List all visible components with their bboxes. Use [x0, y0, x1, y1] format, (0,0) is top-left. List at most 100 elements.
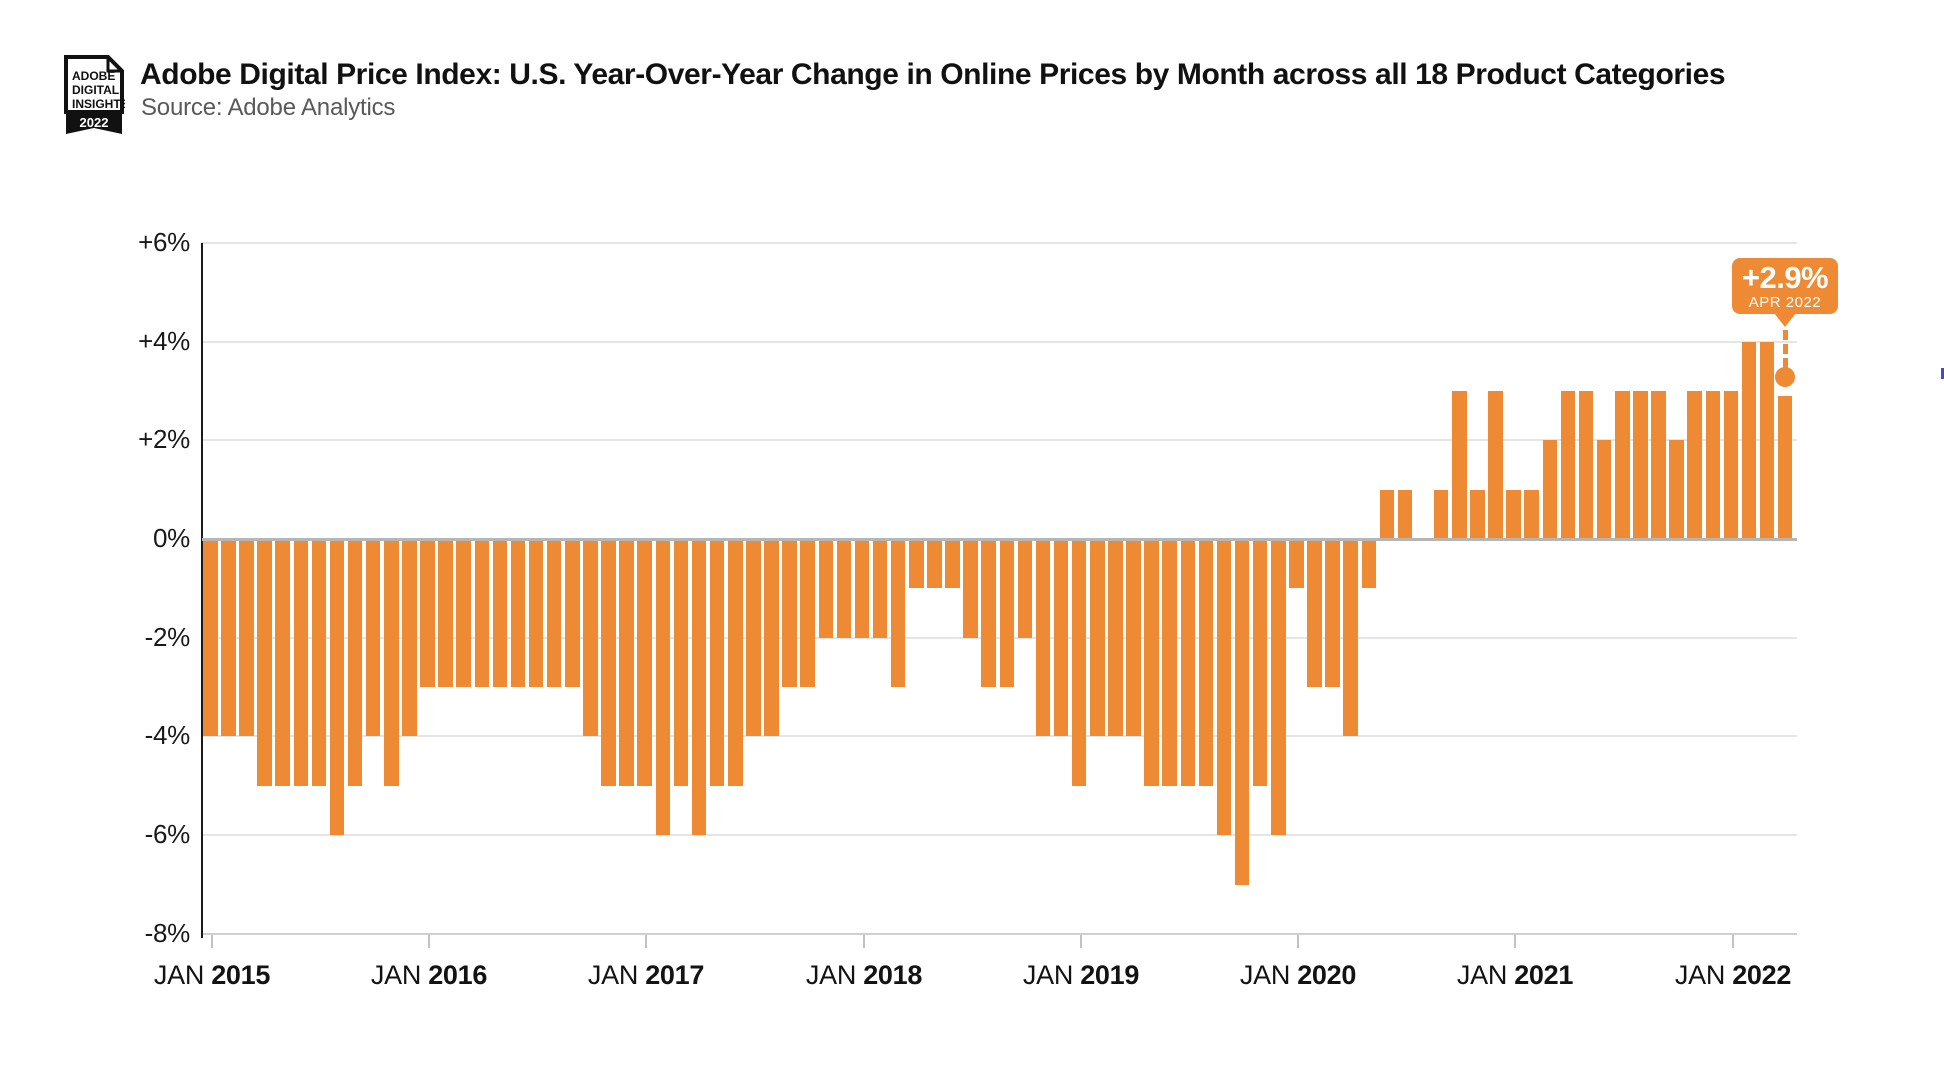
bar-month-48 [1053, 539, 1069, 736]
bar-month-59 [1252, 539, 1268, 786]
bar-month-29 [709, 539, 725, 786]
bar-month-16 [474, 539, 489, 687]
bar-month-15 [456, 539, 471, 687]
x-axis-tick-2016 [428, 935, 430, 948]
bar-month-5 [275, 539, 290, 786]
bar-month-4 [257, 539, 272, 786]
bar-month-66 [1379, 490, 1395, 539]
bar-month-37 [854, 539, 870, 638]
gridline--4% [202, 735, 1797, 737]
gridline-+4% [202, 341, 1797, 343]
bar-month-1 [203, 539, 218, 736]
bar-month-54 [1162, 539, 1177, 786]
page-title: Adobe Digital Price Index: U.S. Year-Ove… [140, 58, 1726, 91]
bar-month-77 [1578, 391, 1594, 539]
bar-month-43 [963, 539, 978, 638]
badge-ribbon [66, 112, 122, 134]
x-axis-tick-2018 [863, 935, 865, 948]
bar-month-76 [1560, 391, 1576, 539]
gridline-0% [202, 538, 1797, 541]
bar-month-25 [637, 539, 652, 786]
y-axis-tick-label: -8% [144, 918, 191, 948]
bar-month-87 [1759, 342, 1775, 539]
latest-value-callout: +2.9% APR 2022 [1732, 258, 1838, 314]
gridline--8% [202, 933, 1797, 935]
bar-month-63 [1325, 539, 1340, 687]
bar-month-57 [1216, 539, 1232, 835]
x-axis-label-2020: JAN 2020 [1239, 960, 1357, 990]
bar-month-18 [510, 539, 526, 687]
x-axis-tick-2015 [211, 935, 213, 948]
bar-month-88 [1777, 396, 1793, 539]
badge-year: 2022 [80, 115, 109, 130]
bar-month-39 [890, 539, 906, 687]
bar-month-20 [546, 539, 562, 687]
badge-icon: ADOBE DIGITAL INSIGHTS 2022 [64, 55, 129, 134]
callout-pointer [1774, 313, 1796, 327]
source-label: Source: Adobe Analytics [141, 94, 396, 121]
bar-month-73 [1506, 490, 1521, 539]
bar-month-72 [1488, 391, 1503, 539]
bar-month-58 [1234, 539, 1250, 885]
bar-month-53 [1144, 539, 1159, 786]
bar-month-34 [800, 539, 815, 687]
bar-month-61 [1289, 539, 1304, 588]
bar-month-84 [1705, 391, 1720, 539]
gridline--6% [202, 834, 1797, 836]
x-axis-tick-2022 [1732, 935, 1734, 948]
bar-month-30 [728, 539, 743, 786]
bar-month-17 [492, 539, 508, 687]
bar-month-31 [746, 539, 761, 736]
x-axis-label-2018: JAN 2018 [805, 960, 923, 990]
y-axis-tick-label: +4% [138, 326, 190, 356]
y-axis-line [201, 243, 203, 938]
bar-month-22 [583, 539, 598, 736]
bar-month-69 [1433, 490, 1449, 539]
bar-month-6 [293, 539, 308, 786]
bar-month-45 [999, 539, 1014, 687]
gridline-+6% [202, 242, 1797, 244]
y-axis-tick-label: -6% [144, 819, 191, 849]
bar-month-70 [1452, 391, 1467, 539]
bar-month-75 [1542, 440, 1557, 539]
x-axis-label-2021: JAN 2021 [1456, 960, 1574, 990]
y-axis-tick-label: +6% [138, 227, 190, 257]
y-axis-tick-label: -2% [144, 622, 191, 652]
bar-month-3 [239, 539, 254, 736]
bar-month-56 [1198, 539, 1214, 786]
bar-month-60 [1271, 539, 1286, 835]
bar-month-46 [1017, 539, 1033, 638]
badge-line3: INSIGHTS [72, 97, 125, 111]
callout-date: APR 2022 [1748, 294, 1822, 311]
bar-month-64 [1343, 539, 1358, 736]
bar-month-44 [981, 539, 996, 687]
bar-month-80 [1633, 391, 1648, 539]
gridline-+2% [202, 439, 1797, 441]
adobe-digital-insights-logo: ADOBE DIGITAL INSIGHTS 2022 [63, 54, 129, 138]
bar-month-21 [565, 539, 580, 687]
x-axis-tick-2020 [1297, 935, 1299, 948]
bar-month-49 [1071, 539, 1087, 786]
x-axis-label-2022: JAN 2022 [1674, 960, 1792, 990]
bar-month-19 [528, 539, 544, 687]
bar-month-13 [420, 539, 435, 687]
bar-month-41 [927, 539, 942, 588]
bar-month-52 [1126, 539, 1141, 736]
bar-month-67 [1397, 490, 1413, 539]
bar-month-81 [1651, 391, 1666, 539]
badge-line2: DIGITAL [72, 83, 119, 97]
bar-month-79 [1615, 391, 1630, 539]
bar-month-10 [365, 539, 381, 736]
x-axis-label-2015: JAN 2015 [153, 960, 271, 990]
bar-month-38 [872, 539, 888, 638]
x-axis-label-2016: JAN 2016 [370, 960, 488, 990]
bar-month-51 [1108, 539, 1123, 736]
bar-month-35 [818, 539, 833, 638]
bar-month-12 [402, 539, 417, 736]
bar-month-36 [836, 539, 852, 638]
bar-month-86 [1741, 342, 1757, 539]
bar-month-65 [1361, 539, 1376, 588]
bar-month-82 [1669, 440, 1684, 539]
bar-month-83 [1687, 391, 1702, 539]
